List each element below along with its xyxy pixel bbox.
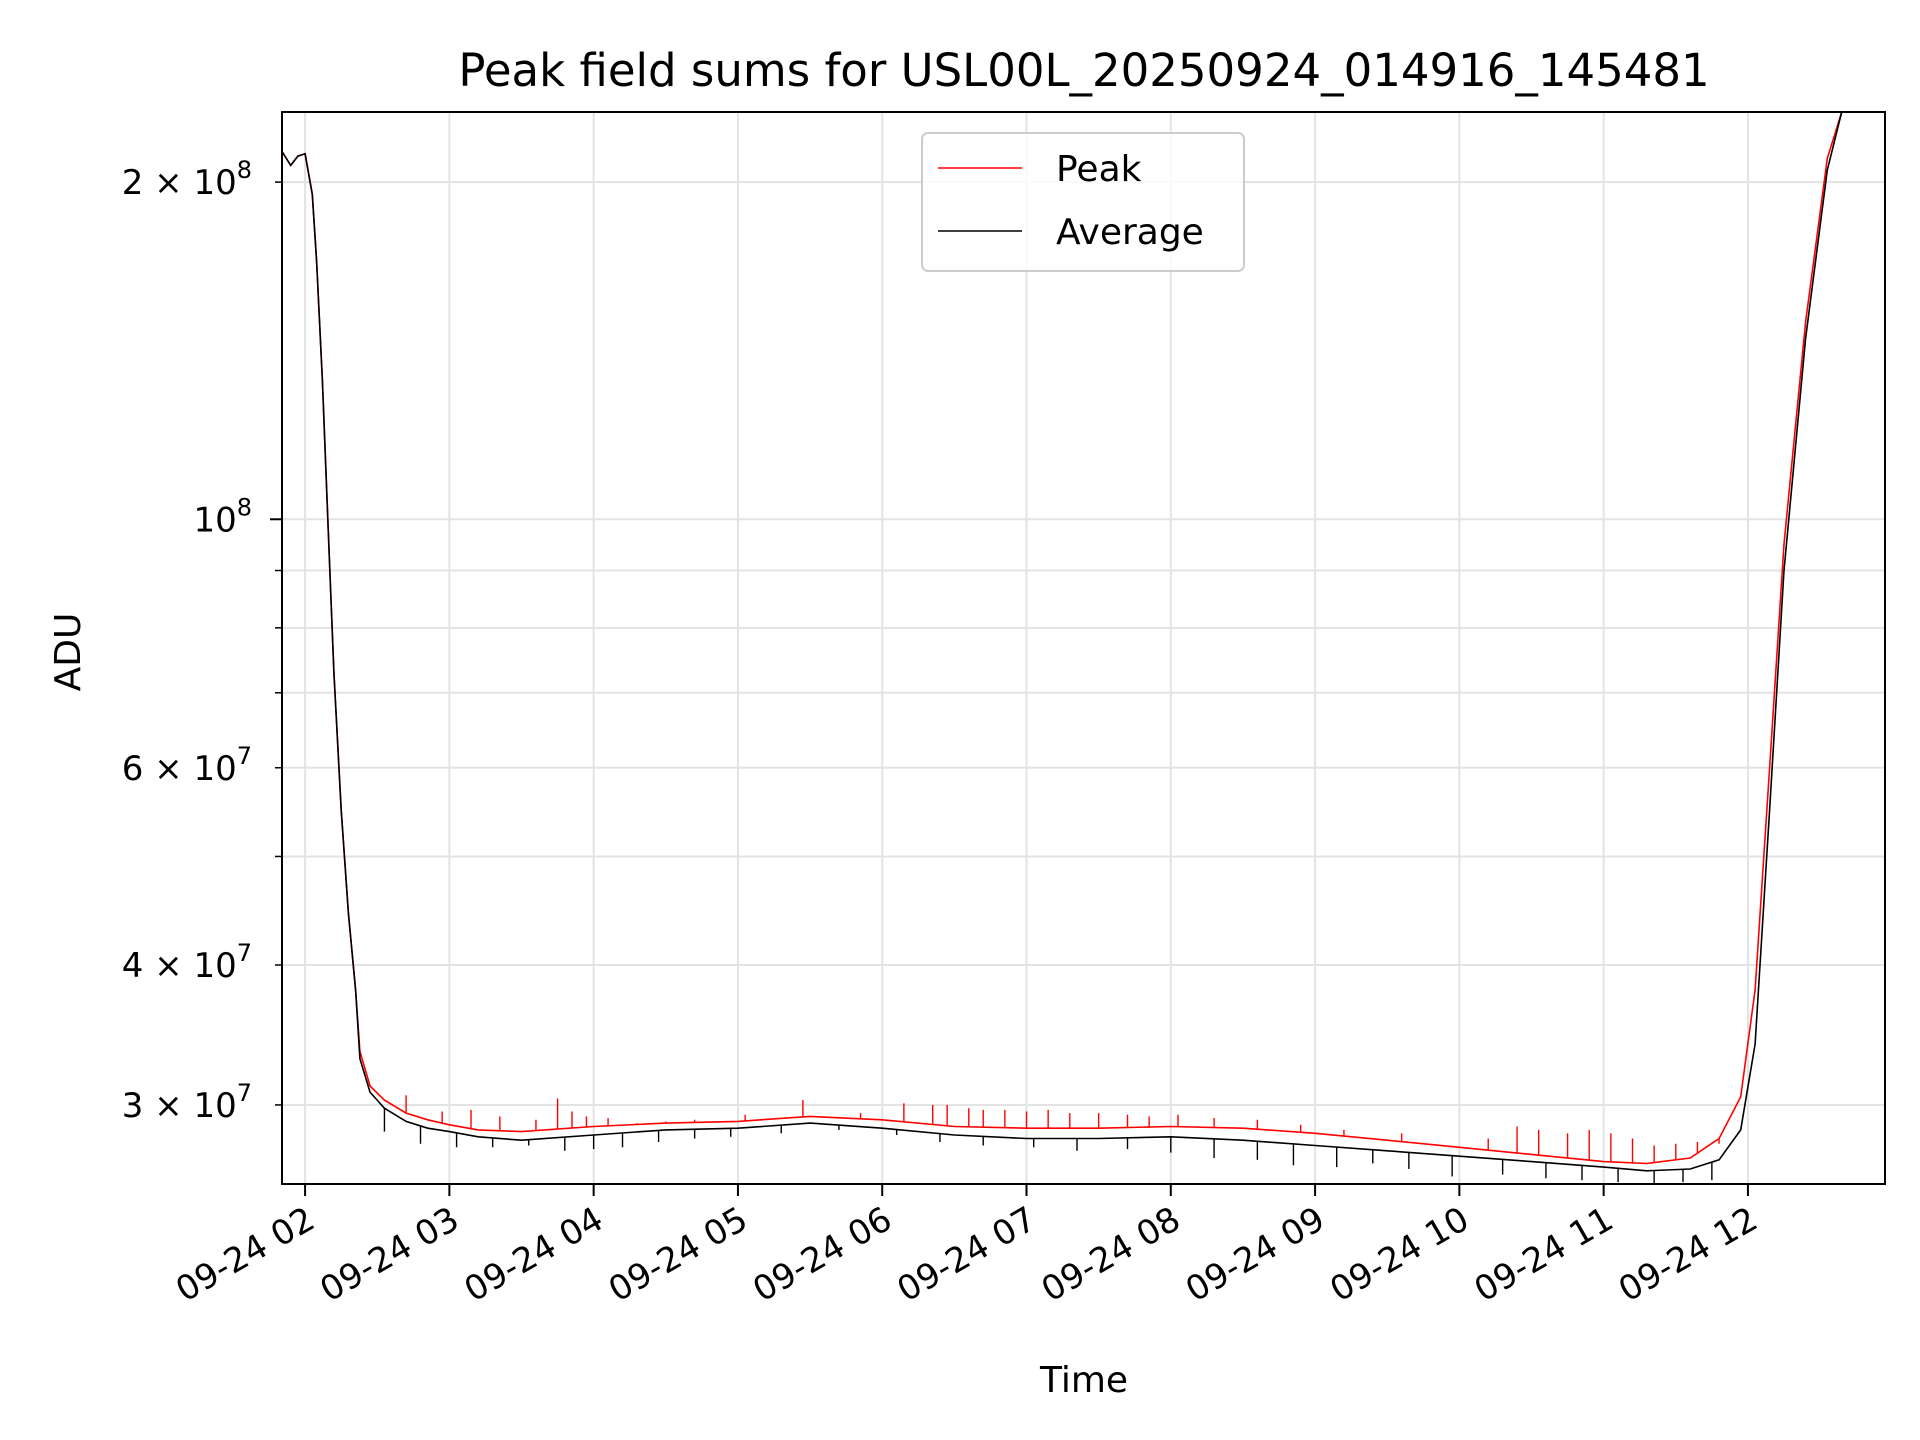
- grid-layer: [282, 112, 1885, 1184]
- series-average-line: [282, 112, 1861, 1172]
- y-tick-label: 6 × 107: [122, 742, 252, 789]
- y-tick-label: 108: [193, 493, 252, 540]
- series-layer: [282, 112, 1861, 1184]
- legend-peak-label: Peak: [1056, 149, 1142, 190]
- legend-average-label: Average: [1056, 212, 1204, 253]
- chart-title: Peak field sums for USL00L_20250924_0149…: [458, 44, 1709, 97]
- y-axis-label: ADU: [48, 613, 89, 692]
- y-tick-label: 2 × 108: [122, 156, 252, 203]
- x-axis-label: Time: [1039, 1360, 1128, 1401]
- y-tick-label: 3 × 107: [122, 1079, 252, 1126]
- series-average: [282, 112, 1861, 1184]
- plot-frame: [281, 111, 1886, 1185]
- legend: Peak Average: [921, 132, 1245, 272]
- y-tick-label: 4 × 107: [122, 939, 252, 986]
